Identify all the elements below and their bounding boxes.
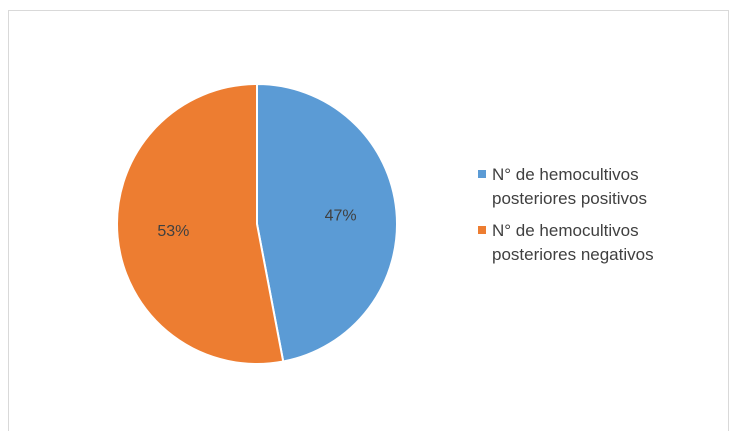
- legend-swatch: [478, 170, 486, 178]
- pie-slice: [256, 82, 398, 363]
- legend-swatch: [478, 226, 486, 234]
- pie-slice: [116, 82, 285, 365]
- data-label: 53%: [157, 223, 189, 240]
- legend-label: N° de hemocultivos posteriores positivos: [492, 165, 647, 208]
- chart-border: [8, 10, 729, 431]
- legend: N° de hemocultivos posteriores positivos…: [478, 163, 708, 275]
- legend-entry: N° de hemocultivos posteriores negativos: [478, 219, 708, 267]
- legend-entry: N° de hemocultivos posteriores positivos: [478, 163, 708, 211]
- data-label: 47%: [325, 207, 357, 224]
- legend-label: N° de hemocultivos posteriores negativos: [492, 221, 654, 264]
